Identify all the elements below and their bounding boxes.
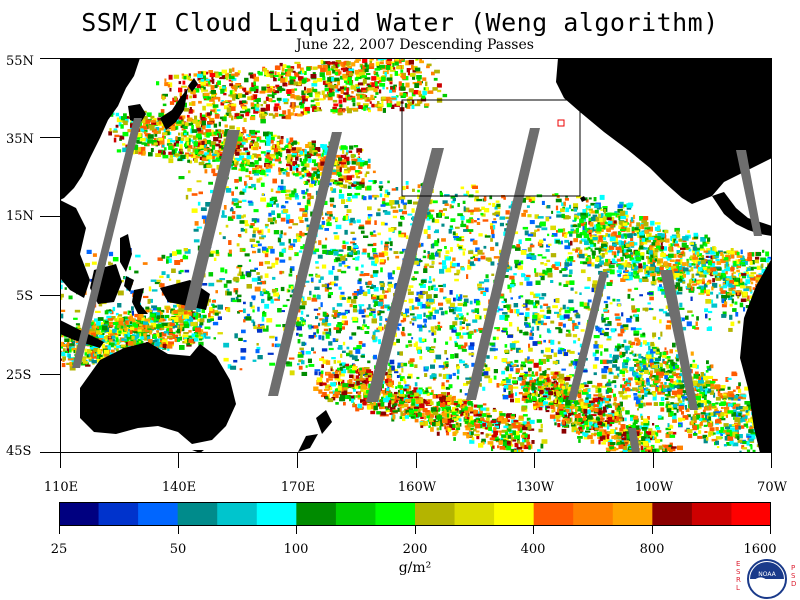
colorbar-swatch	[98, 502, 139, 526]
lat-label-5s: 5S	[16, 289, 34, 304]
colorbar-swatch	[652, 502, 693, 526]
colorbar-swatch	[533, 502, 574, 526]
lon-label-140e: 140E	[161, 480, 197, 495]
lon-label-160w: 160W	[397, 480, 437, 495]
colorbar-swatch	[138, 502, 179, 526]
swath-gaps	[72, 118, 762, 453]
cloud-liquid-water-map	[60, 58, 772, 453]
colorbar-swatch	[59, 502, 100, 526]
colorbar-label-50: 50	[169, 542, 187, 557]
lat-label-45s: 45S	[6, 444, 32, 459]
colorbar-label-100: 100	[283, 542, 309, 557]
lat-label-15n: 15N	[6, 209, 34, 224]
colorbar-swatch	[217, 502, 258, 526]
lat-label-35n: 35N	[6, 132, 34, 147]
colorbar-swatch	[494, 502, 535, 526]
lat-label-25s: 25S	[6, 368, 32, 383]
colorbar-swatch	[691, 502, 732, 526]
region-box	[401, 99, 581, 197]
colorbar-swatch	[375, 502, 416, 526]
colorbar-units: g/m²	[398, 560, 432, 576]
lon-label-110e: 110E	[43, 480, 79, 495]
lon-label-70w: 70W	[757, 480, 787, 495]
lon-label-130w: 130W	[515, 480, 555, 495]
lat-label-55n: 55N	[6, 54, 34, 69]
colorbar-swatch	[573, 502, 614, 526]
colorbar-label-200: 200	[402, 542, 428, 557]
colorbar-swatch	[256, 502, 297, 526]
map-title: SSM/I Cloud Liquid Water (Weng algorithm…	[81, 8, 719, 37]
cloud-liquid-water-field	[60, 58, 772, 453]
colorbar-swatch	[454, 502, 495, 526]
colorbar-label-400: 400	[520, 542, 546, 557]
lon-label-170e: 170E	[280, 480, 316, 495]
colorbar-label-800: 800	[639, 542, 665, 557]
marker-box	[557, 119, 565, 127]
colorbar	[59, 502, 771, 526]
colorbar-swatch	[335, 502, 376, 526]
colorbar-label-1600: 1600	[743, 542, 777, 557]
colorbar-swatch	[177, 502, 218, 526]
colorbar-label-25: 25	[50, 542, 68, 557]
colorbar-swatch	[731, 502, 771, 526]
lon-label-100w: 100W	[634, 480, 674, 495]
colorbar-swatch	[296, 502, 337, 526]
colorbar-swatch	[612, 502, 653, 526]
map-subtitle: June 22, 2007 Descending Passes	[296, 37, 534, 53]
noaa-logo-icon: NOAA	[747, 559, 787, 599]
map-frame	[60, 58, 772, 453]
colorbar-swatch	[415, 502, 456, 526]
